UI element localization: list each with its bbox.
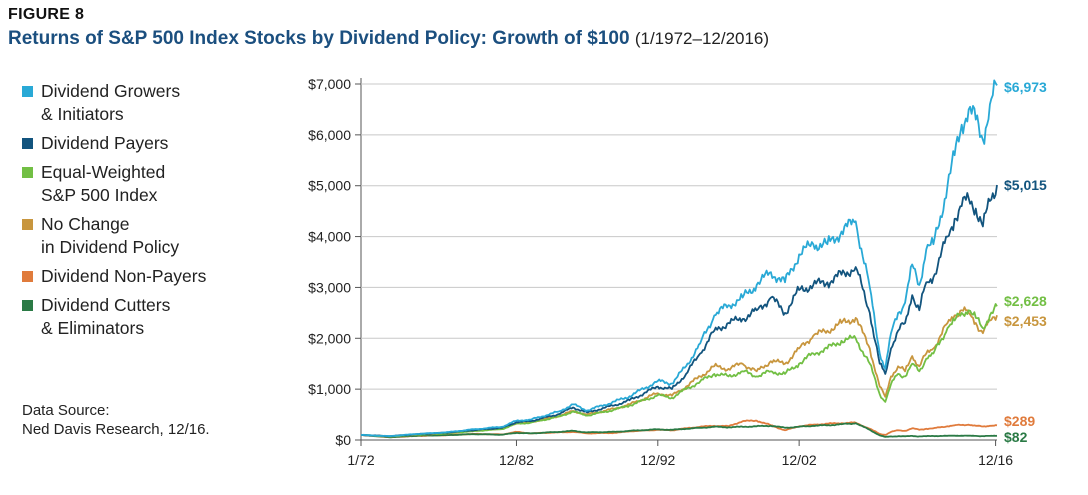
legend-swatch-cutters xyxy=(22,300,33,311)
legend-label-equal-weighted-2: S&P 500 Index xyxy=(41,185,158,205)
data-source-note: Data Source: Ned Davis Research, 12/16. xyxy=(22,401,210,439)
y-tick-label: $6,000 xyxy=(308,127,351,143)
y-tick-label: $7,000 xyxy=(308,76,351,92)
series-lines xyxy=(360,79,998,439)
y-tick-label: $0 xyxy=(335,432,351,448)
end-label-no-change: $2,453 xyxy=(1004,313,1047,329)
legend-label-cutters-1: Dividend Cutters xyxy=(41,295,171,315)
x-tick-label: 1/72 xyxy=(347,452,374,468)
y-tick-label: $2,000 xyxy=(308,330,351,346)
legend-item-payers: Dividend Payers xyxy=(22,132,262,155)
legend-swatch-growers xyxy=(22,86,33,97)
legend-label-growers-1: Dividend Growers xyxy=(41,81,181,101)
chart-title-main: Returns of S&P 500 Index Stocks by Divid… xyxy=(8,28,630,49)
x-tick-label: 12/02 xyxy=(782,452,817,468)
end-value-labels: $6,973 $5,015 $2,628 $2,453 $289$82 xyxy=(1004,79,1047,445)
y-tick-label: $4,000 xyxy=(308,229,351,245)
x-tick-label: 12/92 xyxy=(640,452,675,468)
x-axis: 1/72 12/82 12/92 12/02 12/16 xyxy=(347,439,1013,468)
end-label-cutters: $82 xyxy=(1004,429,1028,445)
series-line-equal-weighted xyxy=(360,303,998,438)
legend-swatch-no-change xyxy=(22,219,33,230)
figure-label: FIGURE 8 xyxy=(8,6,85,23)
series-line-growers xyxy=(360,79,998,438)
chart-title-date-range: (1/1972–12/2016) xyxy=(634,29,770,48)
legend-swatch-non-payers xyxy=(22,271,33,282)
legend-label-growers-2: & Initiators xyxy=(41,104,124,124)
legend-label-cutters-2: & Eliminators xyxy=(41,318,145,338)
end-label-non-payers: $289 xyxy=(1004,413,1035,429)
y-tick-label: $1,000 xyxy=(308,381,351,397)
y-tick-label: $5,000 xyxy=(308,178,351,194)
chart-title: Returns of S&P 500 Index Stocks by Divid… xyxy=(8,28,769,50)
legend-swatch-payers xyxy=(22,138,33,149)
legend-item-no-change: No Change in Dividend Policy xyxy=(22,213,262,259)
legend-swatch-equal-weighted xyxy=(22,167,33,178)
series-line-cutters xyxy=(360,422,998,439)
y-axis-ticks: $0 $1,000 $2,000 $3,000 $4,000 $5,000 $6,000 $7… xyxy=(308,76,361,448)
data-source-label: Data Source: xyxy=(22,402,110,419)
data-source-text: Ned Davis Research, 12/16. xyxy=(22,421,210,438)
grid-lines xyxy=(360,78,997,440)
legend-item-cutters: Dividend Cutters & Eliminators xyxy=(22,294,262,340)
end-label-payers: $5,015 xyxy=(1004,177,1047,193)
legend-item-non-payers: Dividend Non-Payers xyxy=(22,265,262,288)
x-tick-label: 12/82 xyxy=(499,452,534,468)
legend-item-growers: Dividend Growers & Initiators xyxy=(22,80,262,126)
legend-item-equal-weighted: Equal-Weighted S&P 500 Index xyxy=(22,161,262,207)
legend-label-equal-weighted-1: Equal-Weighted xyxy=(41,162,166,182)
y-tick-label: $3,000 xyxy=(308,279,351,295)
end-label-growers: $6,973 xyxy=(1004,79,1047,95)
x-tick-label: 12/16 xyxy=(978,452,1013,468)
legend-label-no-change-2: in Dividend Policy xyxy=(41,237,180,257)
end-label-equal-weighted: $2,628 xyxy=(1004,293,1047,309)
legend-label-no-change-1: No Change xyxy=(41,214,130,234)
legend-label-payers: Dividend Payers xyxy=(41,133,169,153)
legend-label-non-payers: Dividend Non-Payers xyxy=(41,266,207,286)
legend: Dividend Growers & Initiators Dividend Pa… xyxy=(22,80,262,346)
